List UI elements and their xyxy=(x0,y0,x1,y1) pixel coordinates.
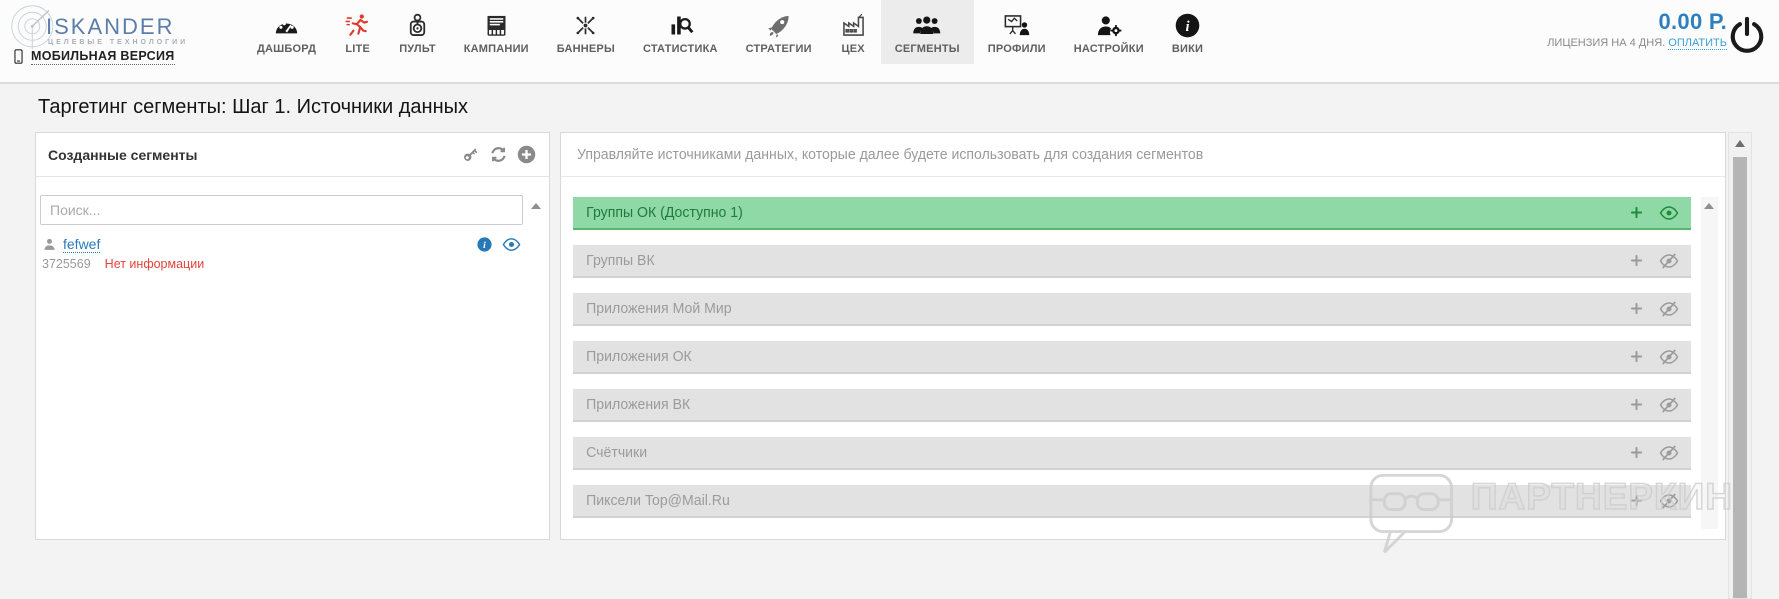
nav-item-profiles[interactable]: ПРОФИЛИ xyxy=(974,0,1060,64)
radar-icon xyxy=(8,2,64,63)
page-title: Таргетинг сегменты: Шаг 1. Источники дан… xyxy=(38,96,468,118)
add-source-icon[interactable] xyxy=(1628,204,1645,221)
sources-scroll-up-arrow[interactable] xyxy=(1704,203,1714,209)
statistics-icon xyxy=(667,9,694,39)
data-sources-panel: Управляйте источниками данных, которые д… xyxy=(560,132,1726,540)
wiki-icon: i xyxy=(1174,9,1201,39)
eye-slash-icon[interactable] xyxy=(1659,491,1679,511)
source-row[interactable]: Приложения Мой Мир xyxy=(573,293,1691,326)
brand-title: ISKANDER xyxy=(46,14,175,39)
source-row-label: Пиксели Top@Mail.Ru xyxy=(586,492,730,509)
eye-icon[interactable] xyxy=(502,235,521,254)
brand-subtitle: ЦЕЛЕВЫЕ ТЕХНОЛОГИИ xyxy=(48,39,189,46)
mobile-version-label: МОБИЛЬНАЯ ВЕРСИЯ xyxy=(31,48,175,65)
nav-item-gauge[interactable]: ДАШБОРД xyxy=(243,0,330,64)
segment-name-link[interactable]: fefwef xyxy=(63,236,101,253)
segments-toolbar xyxy=(460,144,537,165)
svg-text:i: i xyxy=(483,240,486,251)
phone-icon xyxy=(10,48,27,65)
sources-description-bar: Управляйте источниками данных, которые д… xyxy=(561,133,1725,177)
segments-scroll-up-arrow[interactable] xyxy=(531,203,541,209)
pay-link[interactable]: ОПЛАТИТЬ xyxy=(1668,37,1727,50)
segment-id: 3725569 xyxy=(42,257,91,271)
add-source-icon[interactable] xyxy=(1628,252,1645,269)
logout-button[interactable] xyxy=(1728,15,1766,53)
add-source-icon[interactable] xyxy=(1628,396,1645,413)
nav-item-banners[interactable]: БАННЕРЫ xyxy=(543,0,629,64)
balance-amount: 0.00 Р. xyxy=(1658,9,1727,34)
license-text: ЛИЦЕНЗИЯ НА 4 ДНЯ. xyxy=(1547,37,1666,49)
page-scroll-thumb[interactable] xyxy=(1733,157,1747,598)
nav-item-settings[interactable]: НАСТРОЙКИ xyxy=(1060,0,1158,64)
mobile-version-link[interactable]: МОБИЛЬНАЯ ВЕРСИЯ xyxy=(10,48,175,65)
created-segments-panel: Созданные сегменты fefwef i 3725569 Нет и… xyxy=(35,132,550,540)
created-segments-title: Созданные сегменты xyxy=(48,146,198,163)
campaigns-icon xyxy=(483,9,510,39)
add-source-icon[interactable] xyxy=(1628,444,1645,461)
page-scroll-up-button[interactable] xyxy=(1729,133,1751,153)
source-row-label: Приложения Мой Мир xyxy=(586,300,732,317)
segment-list-item[interactable]: fefwef i 3725569 Нет информации xyxy=(40,235,523,271)
user-icon xyxy=(42,237,57,252)
source-row[interactable]: Пиксели Top@Mail.Ru xyxy=(573,485,1691,518)
nav-item-runner[interactable]: LITE xyxy=(330,0,385,64)
top-bar: ISKANDER ЦЕЛЕВЫЕ ТЕХНОЛОГИИ МОБИЛЬНАЯ ВЕ… xyxy=(0,0,1779,84)
source-row-label: Приложения ОК xyxy=(586,348,692,365)
nav-item-campaigns[interactable]: КАМПАНИИ xyxy=(450,0,543,64)
gauge-icon xyxy=(273,9,300,39)
balance-block: 0.00 Р. ЛИЦЕНЗИЯ НА 4 ДНЯ. ОПЛАТИТЬ xyxy=(1547,9,1727,50)
source-row[interactable]: Счётчики xyxy=(573,437,1691,470)
sources-scrollbar-gutter xyxy=(1701,197,1718,529)
nav-item-wiki[interactable]: i ВИКИ xyxy=(1158,0,1217,64)
profiles-icon xyxy=(1002,9,1031,39)
source-row[interactable]: Приложения ВК xyxy=(573,389,1691,422)
add-source-icon[interactable] xyxy=(1628,300,1645,317)
created-segments-header: Созданные сегменты xyxy=(36,133,549,177)
nav-item-factory[interactable]: ЦЕХ xyxy=(826,0,881,64)
nav-item-statistics[interactable]: СТАТИСТИКА xyxy=(629,0,732,64)
sources-list: Группы ОК (Доступно 1) Группы ВК Приложе… xyxy=(561,177,1725,518)
eye-slash-icon[interactable] xyxy=(1659,395,1679,415)
power-icon xyxy=(1728,15,1766,53)
sources-description: Управляйте источниками данных, которые д… xyxy=(577,146,1204,163)
joystick-icon xyxy=(404,9,431,39)
add-source-icon[interactable] xyxy=(1628,492,1645,509)
source-row-label: Группы ОК (Доступно 1) xyxy=(586,204,743,221)
source-row[interactable]: Приложения ОК xyxy=(573,341,1691,374)
source-row-label: Счётчики xyxy=(586,444,648,461)
nav-item-joystick[interactable]: ПУЛЬТ xyxy=(385,0,450,64)
main-nav: ДАШБОРД LITE ПУЛЬТ КАМПАНИИ БАННЕРЫ СТАТ… xyxy=(243,0,1217,64)
nav-item-segments[interactable]: СЕГМЕНТЫ xyxy=(880,0,974,64)
source-row[interactable]: Группы ВК xyxy=(573,245,1691,278)
info-icon[interactable]: i xyxy=(476,236,493,253)
eye-slash-icon[interactable] xyxy=(1659,251,1679,271)
add-segment-button[interactable] xyxy=(516,144,537,165)
segment-status: Нет информации xyxy=(104,257,205,271)
eye-slash-icon[interactable] xyxy=(1659,443,1679,463)
eye-slash-icon[interactable] xyxy=(1659,347,1679,367)
nav-item-rocket[interactable]: СТРАТЕГИИ xyxy=(732,0,826,64)
rocket-icon xyxy=(765,9,792,39)
settings-icon xyxy=(1094,9,1123,39)
license-line: ЛИЦЕНЗИЯ НА 4 ДНЯ. ОПЛАТИТЬ xyxy=(1547,37,1727,50)
source-row-label: Группы ВК xyxy=(586,252,655,269)
key-icon[interactable] xyxy=(460,144,481,165)
add-source-icon[interactable] xyxy=(1628,348,1645,365)
page-scrollbar[interactable] xyxy=(1728,132,1752,599)
segments-icon xyxy=(911,9,943,39)
logo: ISKANDER ЦЕЛЕВЫЕ ТЕХНОЛОГИИ МОБИЛЬНАЯ ВЕ… xyxy=(8,2,238,82)
segments-list-area: fefwef i 3725569 Нет информации xyxy=(36,177,549,271)
banners-icon xyxy=(572,9,599,39)
source-row-label: Приложения ВК xyxy=(586,396,691,413)
segments-list: fefwef i 3725569 Нет информации xyxy=(40,235,523,271)
eye-slash-icon[interactable] xyxy=(1659,299,1679,319)
search-input[interactable] xyxy=(40,195,523,225)
refresh-icon[interactable] xyxy=(488,144,509,165)
factory-icon xyxy=(840,9,867,39)
source-row[interactable]: Группы ОК (Доступно 1) xyxy=(573,197,1691,230)
eye-icon[interactable] xyxy=(1659,203,1679,223)
svg-text:i: i xyxy=(1185,19,1189,35)
runner-icon xyxy=(344,9,371,39)
